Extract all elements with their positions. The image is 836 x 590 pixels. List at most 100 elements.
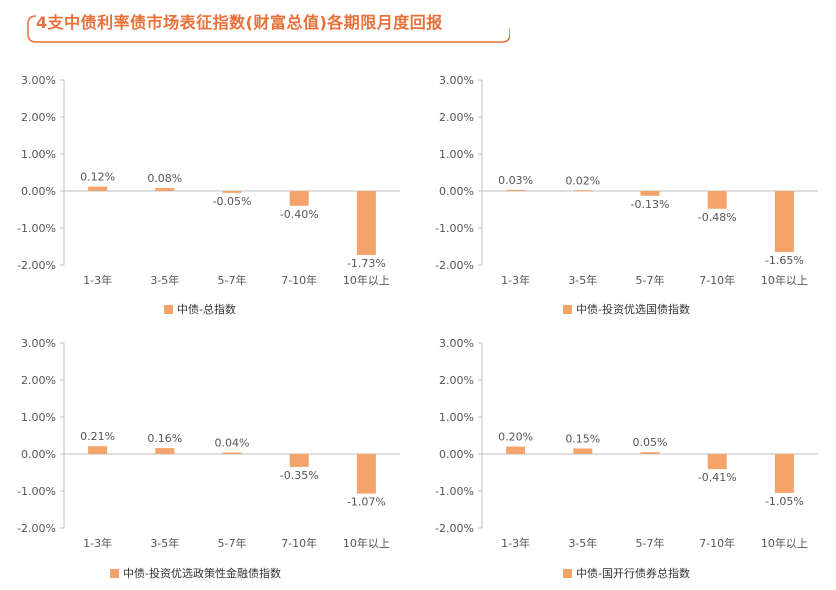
y-tick-label: 3.00% — [439, 337, 474, 350]
bar — [356, 191, 376, 256]
x-tick-label: 3-5年 — [150, 273, 179, 287]
bar — [573, 448, 593, 454]
y-tick-label: -2.00% — [435, 522, 474, 535]
legend-swatch — [164, 304, 173, 314]
bar — [774, 191, 794, 253]
bar — [222, 191, 242, 193]
legend-label: 中债-总指数 — [177, 303, 236, 316]
y-tick-label: 2.00% — [21, 374, 56, 387]
bar — [640, 452, 660, 454]
y-tick-label: 2.00% — [439, 111, 474, 124]
data-label: 0.15% — [565, 432, 600, 445]
bar — [155, 448, 175, 454]
x-tick-label: 1-3年 — [501, 536, 530, 550]
x-tick-label: 5-7年 — [218, 273, 247, 287]
legend-label: 中债-投资优选国债指数 — [576, 303, 690, 316]
bar — [356, 454, 376, 494]
x-tick-label: 5-7年 — [218, 536, 247, 550]
y-tick-label: 3.00% — [439, 74, 474, 87]
y-tick-label: 0.00% — [21, 185, 56, 198]
y-tick-label: 2.00% — [439, 374, 474, 387]
chart-svg: 3.00% 2.00% 1.00% 0.00% -1.00% -2.00% 0.12% 1-3… — [17, 74, 400, 287]
chart-svg: 3.00% 2.00% 1.00% 0.00% -1.00% -2.00% 0.21% 1-3… — [17, 337, 400, 550]
x-tick-label: 1-3年 — [83, 273, 112, 287]
x-tick-label: 7-10年 — [281, 536, 317, 550]
y-tick-label: 0.00% — [21, 448, 56, 461]
y-tick-label: 3.00% — [21, 337, 56, 350]
bar — [774, 454, 794, 493]
legend-swatch — [563, 568, 572, 578]
bar — [155, 188, 175, 191]
bar — [506, 189, 526, 191]
data-label: -0.35% — [280, 469, 319, 482]
x-tick-label: 7-10年 — [281, 273, 317, 287]
bar — [289, 191, 309, 206]
x-tick-label: 7-10年 — [699, 536, 735, 550]
x-tick-label: 5-7年 — [636, 273, 665, 287]
data-label: -1.65% — [765, 254, 804, 267]
data-label: -1.73% — [347, 257, 386, 270]
chart-legend: 中债-总指数 — [164, 301, 236, 317]
chart-svg: 3.00% 2.00% 1.00% 0.00% -1.00% -2.00% 0.03% 1-3… — [435, 74, 818, 287]
x-tick-label: 3-5年 — [568, 273, 597, 287]
y-tick-label: -1.00% — [435, 485, 474, 498]
bar — [640, 191, 660, 196]
y-tick-label: 1.00% — [439, 148, 474, 161]
data-label: -0.05% — [213, 195, 252, 208]
x-tick-label: 3-5年 — [150, 536, 179, 550]
bar — [707, 191, 727, 209]
y-tick-label: -2.00% — [17, 259, 56, 272]
x-tick-label: 10年以上 — [761, 273, 808, 287]
title-frame — [27, 15, 510, 43]
chart-legend: 中债-投资优选政策性金融债指数 — [110, 565, 281, 581]
legend-label: 中债-国开行债券总指数 — [576, 567, 690, 580]
legend-label: 中债-投资优选政策性金融债指数 — [123, 567, 281, 580]
data-label: 0.20% — [498, 431, 533, 444]
bar-chart-total-index: 3.00% 2.00% 1.00% 0.00% -1.00% -2.00% 0.12% 1-3… — [0, 68, 410, 288]
data-label: -0.40% — [280, 208, 319, 221]
data-label: 0.08% — [147, 172, 182, 185]
y-tick-label: 2.00% — [21, 111, 56, 124]
y-tick-label: -2.00% — [435, 259, 474, 272]
chart-legend: 中债-国开行债券总指数 — [563, 565, 690, 581]
legend-swatch — [110, 568, 119, 578]
x-tick-label: 3-5年 — [568, 536, 597, 550]
y-tick-label: -1.00% — [17, 485, 56, 498]
bar — [506, 446, 526, 454]
x-tick-label: 1-3年 — [501, 273, 530, 287]
data-label: -0.13% — [631, 198, 670, 211]
bar — [88, 186, 108, 191]
bar — [707, 454, 727, 470]
data-label: -0.41% — [698, 471, 737, 484]
y-tick-label: -2.00% — [17, 522, 56, 535]
bar — [289, 454, 309, 467]
bar — [88, 446, 108, 454]
y-tick-label: 3.00% — [21, 74, 56, 87]
y-tick-label: -1.00% — [435, 222, 474, 235]
data-label: 0.02% — [565, 174, 600, 187]
data-label: -1.05% — [765, 495, 804, 508]
y-tick-label: 1.00% — [21, 411, 56, 424]
y-tick-label: 0.00% — [439, 448, 474, 461]
x-tick-label: 5-7年 — [636, 536, 665, 550]
x-tick-label: 10年以上 — [343, 536, 390, 550]
data-label: 0.21% — [80, 430, 115, 443]
chart-svg: 3.00% 2.00% 1.00% 0.00% -1.00% -2.00% 0.20% 1-3… — [435, 337, 818, 550]
page-title: 4支中债利率债市场表征指数(财富总值)各期限月度回报 — [36, 13, 443, 32]
data-label: 0.12% — [80, 171, 115, 184]
y-tick-label: -1.00% — [17, 222, 56, 235]
x-tick-label: 10年以上 — [343, 273, 390, 287]
bar-chart-cdb-index: 3.00% 2.00% 1.00% 0.00% -1.00% -2.00% 0.20% 1-3… — [418, 331, 828, 551]
bar — [573, 190, 593, 192]
data-label: 0.16% — [147, 432, 182, 445]
chart-legend: 中债-投资优选国债指数 — [563, 301, 690, 317]
data-label: -0.48% — [698, 211, 737, 224]
data-label: -1.07% — [347, 496, 386, 509]
bar-chart-policy-bank-index: 3.00% 2.00% 1.00% 0.00% -1.00% -2.00% 0.21% 1-3… — [0, 331, 410, 551]
x-tick-label: 10年以上 — [761, 536, 808, 550]
y-tick-label: 1.00% — [439, 411, 474, 424]
data-label: 0.05% — [633, 436, 668, 449]
y-tick-label: 1.00% — [21, 148, 56, 161]
data-label: 0.04% — [215, 437, 250, 450]
legend-swatch — [563, 304, 572, 314]
